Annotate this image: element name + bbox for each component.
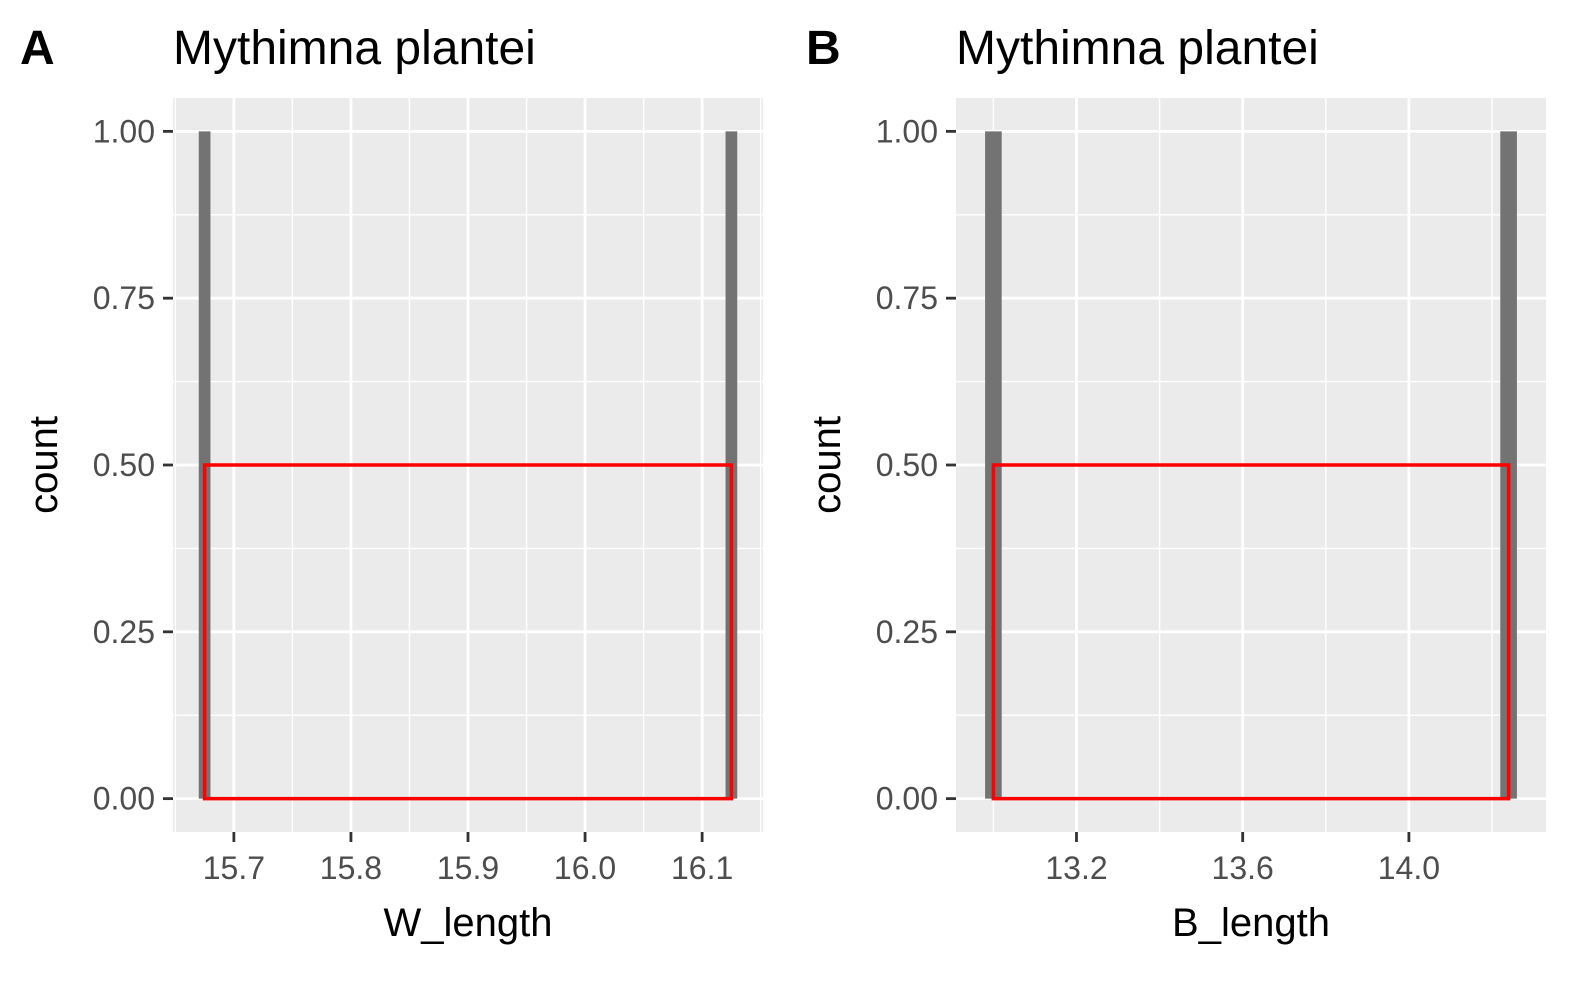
panel-a-x-axis-title: W_length: [384, 901, 553, 945]
panel-b-highlight: [991, 463, 1511, 801]
panel-a-x-axis: 15.7 15.8 15.9 16.0 16.1: [203, 832, 733, 886]
panel-b-y-tick-label: 1.00: [876, 113, 938, 149]
panel-a-x-tick-label: 16.1: [671, 850, 733, 886]
panel-b-highlight-box: [991, 463, 1511, 801]
panel-a-x-tick-label: 16.0: [554, 850, 616, 886]
panel-a-y-tick-label: 0.75: [93, 280, 155, 316]
panel-b-x-axis-title: B_length: [1172, 901, 1330, 945]
panel-a-y-tick-label: 1.00: [93, 113, 155, 149]
panel-a-title: Mythimna plantei: [173, 22, 536, 75]
panel-a-x-tick-label: 15.7: [203, 850, 265, 886]
panel-b-x-tick-label: 13.2: [1045, 850, 1107, 886]
panel-b-y-tick-label: 0.25: [876, 614, 938, 650]
panel-b-y-tick-label: 0.75: [876, 280, 938, 316]
panel-a-y-axis-title: count: [22, 416, 66, 514]
panel-b-tag: B: [806, 22, 841, 75]
panel-a-highlight-box: [202, 463, 734, 801]
panel-b-x-tick-label: 13.6: [1212, 850, 1274, 886]
panel-a-x-tick-label: 15.9: [437, 850, 499, 886]
panel-a-x-tick-label: 15.8: [320, 850, 382, 886]
panel-a: A Mythimna plantei 0.000.250.500.751.00 …: [20, 22, 763, 945]
panel-b-x-tick-label: 14.0: [1378, 850, 1440, 886]
panel-b-title: Mythimna plantei: [956, 22, 1319, 75]
panel-b-y-axis: 0.00 0.25 0.50 0.75 1.00: [876, 113, 956, 817]
panel-b-y-tick-label: 0.50: [876, 447, 938, 483]
panel-a-y-tick-label: 0.00: [93, 781, 155, 817]
panel-b-x-axis: 13.2 13.6 14.0: [1045, 832, 1440, 886]
panel-a-tag: A: [20, 22, 55, 75]
panel-a-highlight: [202, 463, 734, 801]
panel-a-y-axis: 0.00 0.25 0.50 0.75 1.00: [93, 113, 173, 817]
panel-a-y-tick-label: 0.50: [93, 447, 155, 483]
panel-b-y-axis-title: count: [805, 416, 849, 514]
panel-a-y-tick-label: 0.25: [93, 614, 155, 650]
panel-b: B Mythimna plantei 0.000.250.500.751.00 …: [805, 22, 1546, 945]
panel-b-y-tick-label: 0.00: [876, 781, 938, 817]
